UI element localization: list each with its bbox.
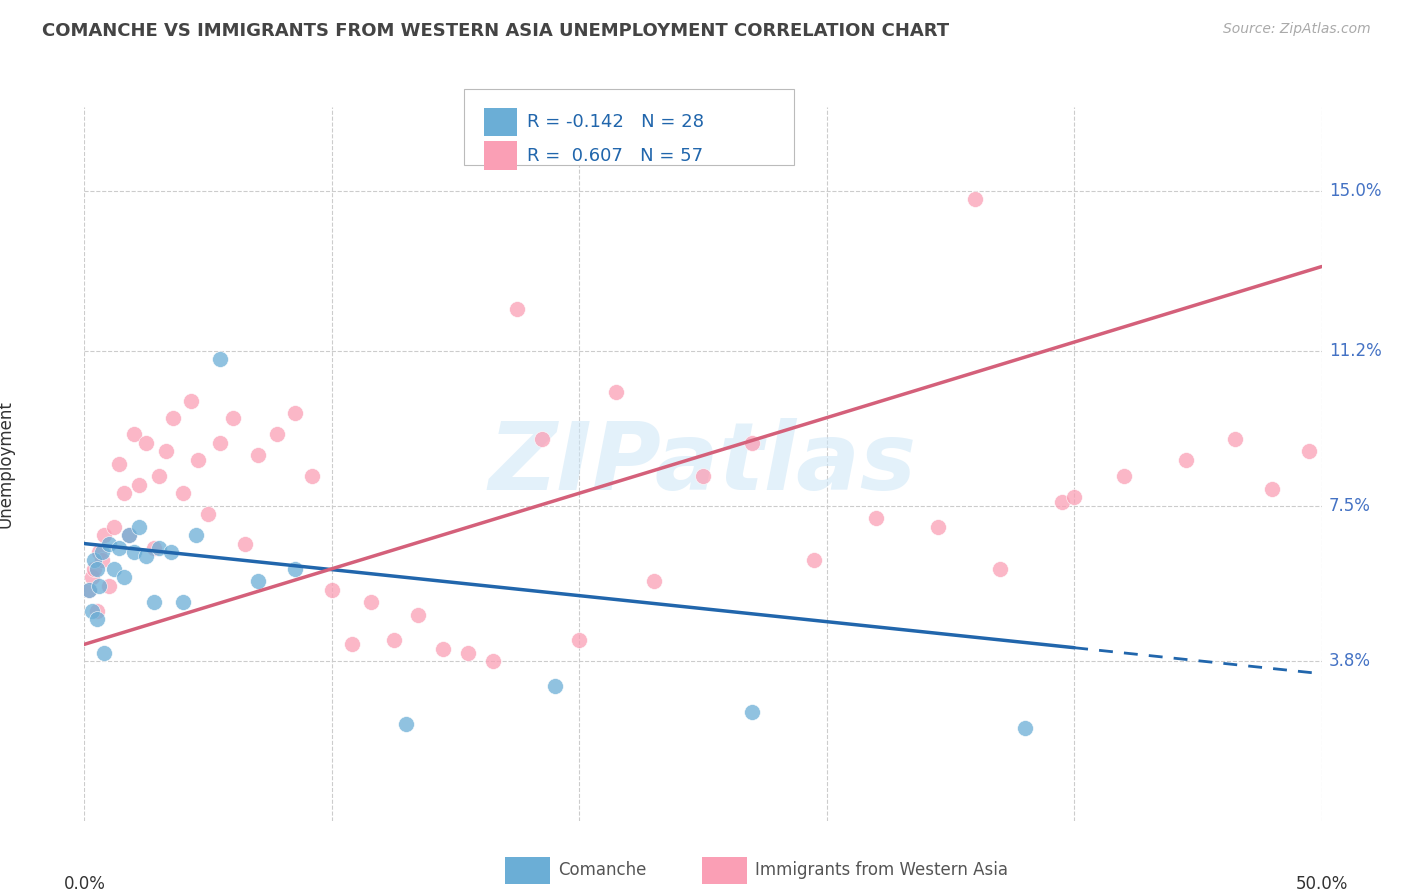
Point xyxy=(112,570,135,584)
Text: 3.8%: 3.8% xyxy=(1329,652,1371,670)
Point xyxy=(79,582,101,597)
Point xyxy=(108,541,131,555)
Point xyxy=(128,478,150,492)
Point xyxy=(172,595,194,609)
Point xyxy=(148,541,170,555)
Point xyxy=(122,427,145,442)
Point xyxy=(360,595,382,609)
Point xyxy=(340,637,363,651)
Text: 0.0%: 0.0% xyxy=(63,875,105,892)
Point xyxy=(98,578,121,592)
Point xyxy=(321,582,343,597)
Point xyxy=(209,351,232,366)
Point xyxy=(1063,491,1085,505)
Point xyxy=(122,545,145,559)
Point xyxy=(162,410,184,425)
Point xyxy=(605,385,627,400)
Point xyxy=(209,435,232,450)
Point xyxy=(197,507,219,521)
Point xyxy=(135,435,157,450)
Point xyxy=(741,435,763,450)
Point xyxy=(155,444,177,458)
Point xyxy=(432,641,454,656)
Point xyxy=(180,393,202,408)
Point xyxy=(89,545,111,559)
Point xyxy=(531,432,554,446)
Text: Source: ZipAtlas.com: Source: ZipAtlas.com xyxy=(1223,22,1371,37)
Point xyxy=(83,562,105,576)
Point xyxy=(93,528,115,542)
Point xyxy=(222,410,245,425)
Point xyxy=(284,407,307,421)
Point xyxy=(80,570,103,584)
Point xyxy=(927,520,949,534)
Point xyxy=(506,301,529,316)
Point xyxy=(1261,482,1284,496)
Point xyxy=(481,654,503,668)
Point xyxy=(408,607,430,622)
Point xyxy=(93,646,115,660)
Point xyxy=(79,582,101,597)
Point xyxy=(118,528,141,542)
Text: COMANCHE VS IMMIGRANTS FROM WESTERN ASIA UNEMPLOYMENT CORRELATION CHART: COMANCHE VS IMMIGRANTS FROM WESTERN ASIA… xyxy=(42,22,949,40)
Text: R = -0.142   N = 28: R = -0.142 N = 28 xyxy=(527,113,704,131)
Point xyxy=(86,562,108,576)
Text: 50.0%: 50.0% xyxy=(1295,875,1348,892)
Point xyxy=(1223,432,1246,446)
Point xyxy=(160,545,183,559)
Point xyxy=(382,633,405,648)
Point xyxy=(1174,452,1197,467)
Point xyxy=(803,553,825,567)
Text: 15.0%: 15.0% xyxy=(1329,182,1382,200)
Point xyxy=(568,633,591,648)
Point xyxy=(543,679,565,693)
Text: R =  0.607   N = 57: R = 0.607 N = 57 xyxy=(527,146,703,164)
Point xyxy=(1112,469,1135,483)
Point xyxy=(692,469,714,483)
Point xyxy=(103,520,125,534)
Point xyxy=(86,612,108,626)
Text: Comanche: Comanche xyxy=(558,861,647,879)
Point xyxy=(98,536,121,550)
Point xyxy=(1014,721,1036,735)
Point xyxy=(246,574,269,589)
Point xyxy=(1050,494,1073,508)
Point xyxy=(865,511,887,525)
Point xyxy=(172,486,194,500)
Point xyxy=(246,449,269,463)
Point xyxy=(266,427,288,442)
Point xyxy=(741,705,763,719)
Point xyxy=(187,452,209,467)
Point xyxy=(108,457,131,471)
Point xyxy=(148,469,170,483)
Point xyxy=(83,553,105,567)
Point xyxy=(233,536,256,550)
Point xyxy=(301,469,323,483)
Text: 7.5%: 7.5% xyxy=(1329,497,1371,515)
Point xyxy=(965,193,987,207)
Point xyxy=(284,562,307,576)
Point xyxy=(80,604,103,618)
Point xyxy=(395,717,418,731)
Point xyxy=(128,520,150,534)
Point xyxy=(90,545,112,559)
Point xyxy=(643,574,665,589)
Point xyxy=(1298,444,1320,458)
Text: Immigrants from Western Asia: Immigrants from Western Asia xyxy=(755,861,1008,879)
Point xyxy=(142,541,165,555)
Point xyxy=(135,549,157,564)
Text: Unemployment: Unemployment xyxy=(0,400,14,528)
Text: 11.2%: 11.2% xyxy=(1329,342,1382,359)
Point xyxy=(457,646,479,660)
Point xyxy=(988,562,1011,576)
Point xyxy=(103,562,125,576)
Point xyxy=(90,553,112,567)
Point xyxy=(112,486,135,500)
Point xyxy=(142,595,165,609)
Point xyxy=(86,604,108,618)
Point xyxy=(184,528,207,542)
Point xyxy=(118,528,141,542)
Point xyxy=(89,578,111,592)
Text: ZIPatlas: ZIPatlas xyxy=(489,417,917,510)
